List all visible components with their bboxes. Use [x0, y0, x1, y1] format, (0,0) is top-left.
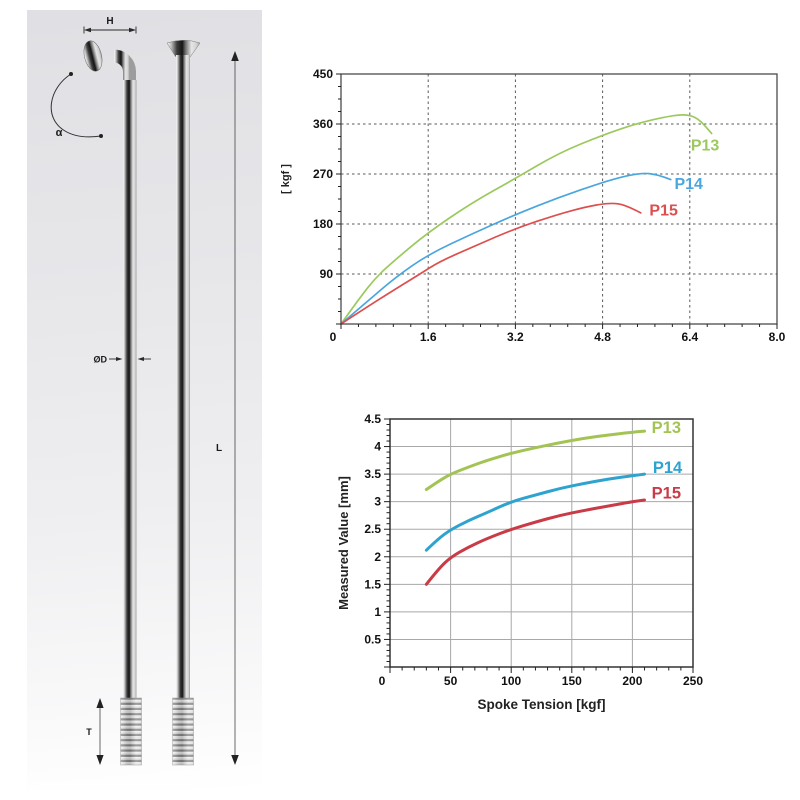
spoke-diagram-panel: H α ØD L T — [27, 10, 262, 790]
svg-text:0.5: 0.5 — [364, 632, 381, 646]
svg-text:450: 450 — [313, 67, 333, 81]
svg-text:6.4: 6.4 — [681, 330, 698, 344]
measured-value-vs-tension-chart: 0 50 100 150 200 250 0.5 1 1.5 2 2.5 3 3.5 4 4.5 P13 P14… — [325, 400, 800, 725]
series-P13 — [340, 114, 713, 325]
dimension-length — [231, 51, 239, 765]
svg-text:90: 90 — [320, 267, 334, 281]
svg-text:0: 0 — [330, 330, 337, 344]
svg-text:4: 4 — [374, 440, 381, 454]
svg-text:0: 0 — [379, 674, 386, 688]
series-label-P13: P13 — [691, 138, 720, 155]
svg-text:180: 180 — [313, 217, 333, 231]
y-axis-title: [ kgf ] — [280, 164, 292, 194]
series-label-P13: P13 — [652, 419, 681, 437]
svg-text:4.5: 4.5 — [364, 412, 381, 426]
series-P13 — [424, 429, 647, 492]
straight-spoke — [166, 40, 201, 766]
svg-text:2.5: 2.5 — [364, 522, 381, 536]
svg-text:360: 360 — [313, 117, 333, 131]
y-axis-title: Measured Value [mm] — [336, 476, 351, 610]
dimension-thread-length — [96, 698, 104, 765]
x-axis-title: Spoke Tension [kgf] — [477, 697, 605, 712]
series-label-P14: P14 — [653, 459, 683, 477]
series-label-P14: P14 — [674, 176, 703, 193]
svg-text:270: 270 — [313, 167, 333, 181]
svg-text:3.2: 3.2 — [507, 330, 524, 344]
series-P14 — [424, 472, 647, 552]
svg-text:3: 3 — [374, 495, 381, 509]
label-diameter: ØD — [94, 355, 108, 365]
svg-text:4.8: 4.8 — [594, 330, 611, 344]
label-thread-length: T — [86, 727, 92, 737]
label-head-width: H — [106, 16, 113, 27]
svg-text:250: 250 — [683, 674, 703, 688]
chart-svg: 0 50 100 150 200 250 0.5 1 1.5 2 2.5 3 3.5 4 4.5 P13 P14… — [336, 412, 703, 712]
spoke-diagram-svg: H α ØD L T — [50, 16, 239, 766]
svg-text:1.5: 1.5 — [364, 577, 381, 591]
series-label-P15: P15 — [649, 203, 678, 220]
svg-text:100: 100 — [501, 674, 521, 688]
series-label-P15: P15 — [652, 484, 681, 502]
svg-text:150: 150 — [562, 674, 582, 688]
dimension-h — [83, 26, 137, 34]
series-P15 — [340, 202, 642, 325]
svg-text:8.0: 8.0 — [769, 330, 786, 344]
svg-text:2: 2 — [374, 550, 381, 564]
series-P14 — [340, 172, 672, 325]
svg-text:3.5: 3.5 — [364, 467, 381, 481]
svg-text:1.6: 1.6 — [420, 330, 437, 344]
svg-text:200: 200 — [622, 674, 642, 688]
load-vs-elongation-chart: 0 1.6 3.2 4.8 6.4 8.0 90 180 270 360 450 P13 P14 P15 [… — [270, 55, 800, 365]
label-length: L — [216, 443, 222, 454]
chart-svg: 0 1.6 3.2 4.8 6.4 8.0 90 180 270 360 450 P13 P14 P15 [… — [280, 67, 786, 344]
svg-text:1: 1 — [374, 605, 381, 619]
dimension-angle — [50, 72, 103, 138]
label-bend-angle: α — [56, 127, 63, 139]
series-P15 — [424, 498, 647, 586]
j-bend-spoke — [83, 40, 142, 766]
svg-text:50: 50 — [444, 674, 458, 688]
dimension-diameter — [109, 357, 151, 361]
